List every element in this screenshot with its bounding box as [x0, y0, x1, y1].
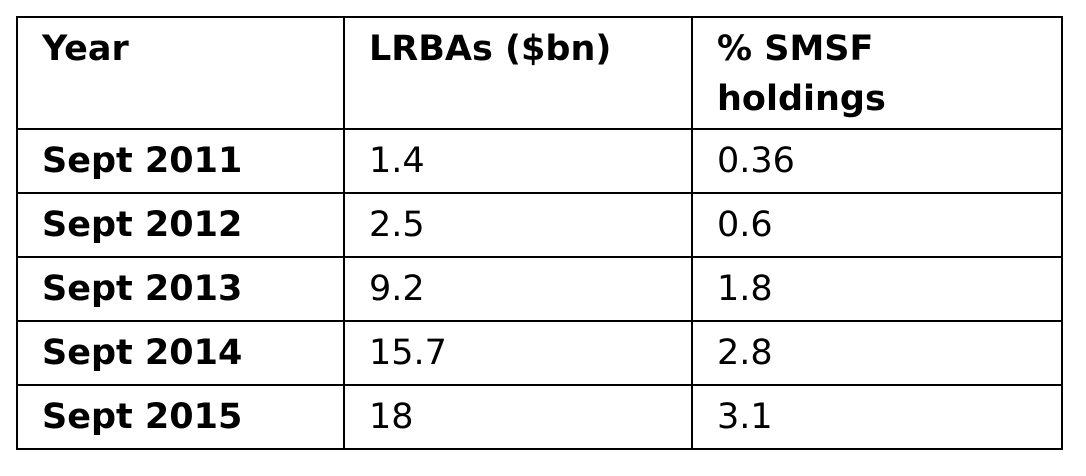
lrbas-cell: 2.5 [343, 192, 693, 258]
header-smsf-holdings: % SMSF holdings [691, 16, 1063, 130]
lrbas-cell: 18 [343, 384, 693, 450]
header-year: Year [16, 16, 345, 130]
lrba-data-table: Year LRBAs ($bn) % SMSF holdings Sept 20… [16, 16, 1063, 450]
year-cell: Sept 2012 [16, 192, 345, 258]
lrbas-cell: 15.7 [343, 320, 693, 386]
smsf-holdings-cell: 3.1 [691, 384, 1063, 450]
year-cell: Sept 2011 [16, 128, 345, 194]
table-header-row: Year LRBAs ($bn) % SMSF holdings [16, 16, 1063, 130]
smsf-holdings-cell: 2.8 [691, 320, 1063, 386]
table-row: Sept 2011 1.4 0.36 [16, 128, 1063, 194]
header-lrbas: LRBAs ($bn) [343, 16, 693, 130]
smsf-holdings-cell: 0.6 [691, 192, 1063, 258]
table-row: Sept 2012 2.5 0.6 [16, 192, 1063, 258]
lrbas-cell: 9.2 [343, 256, 693, 322]
table-row: Sept 2014 15.7 2.8 [16, 320, 1063, 386]
table-row: Sept 2013 9.2 1.8 [16, 256, 1063, 322]
table-container: Year LRBAs ($bn) % SMSF holdings Sept 20… [16, 16, 1063, 450]
year-cell: Sept 2013 [16, 256, 345, 322]
smsf-holdings-cell: 0.36 [691, 128, 1063, 194]
lrbas-cell: 1.4 [343, 128, 693, 194]
table-row: Sept 2015 18 3.1 [16, 384, 1063, 450]
year-cell: Sept 2015 [16, 384, 345, 450]
smsf-holdings-cell: 1.8 [691, 256, 1063, 322]
year-cell: Sept 2014 [16, 320, 345, 386]
